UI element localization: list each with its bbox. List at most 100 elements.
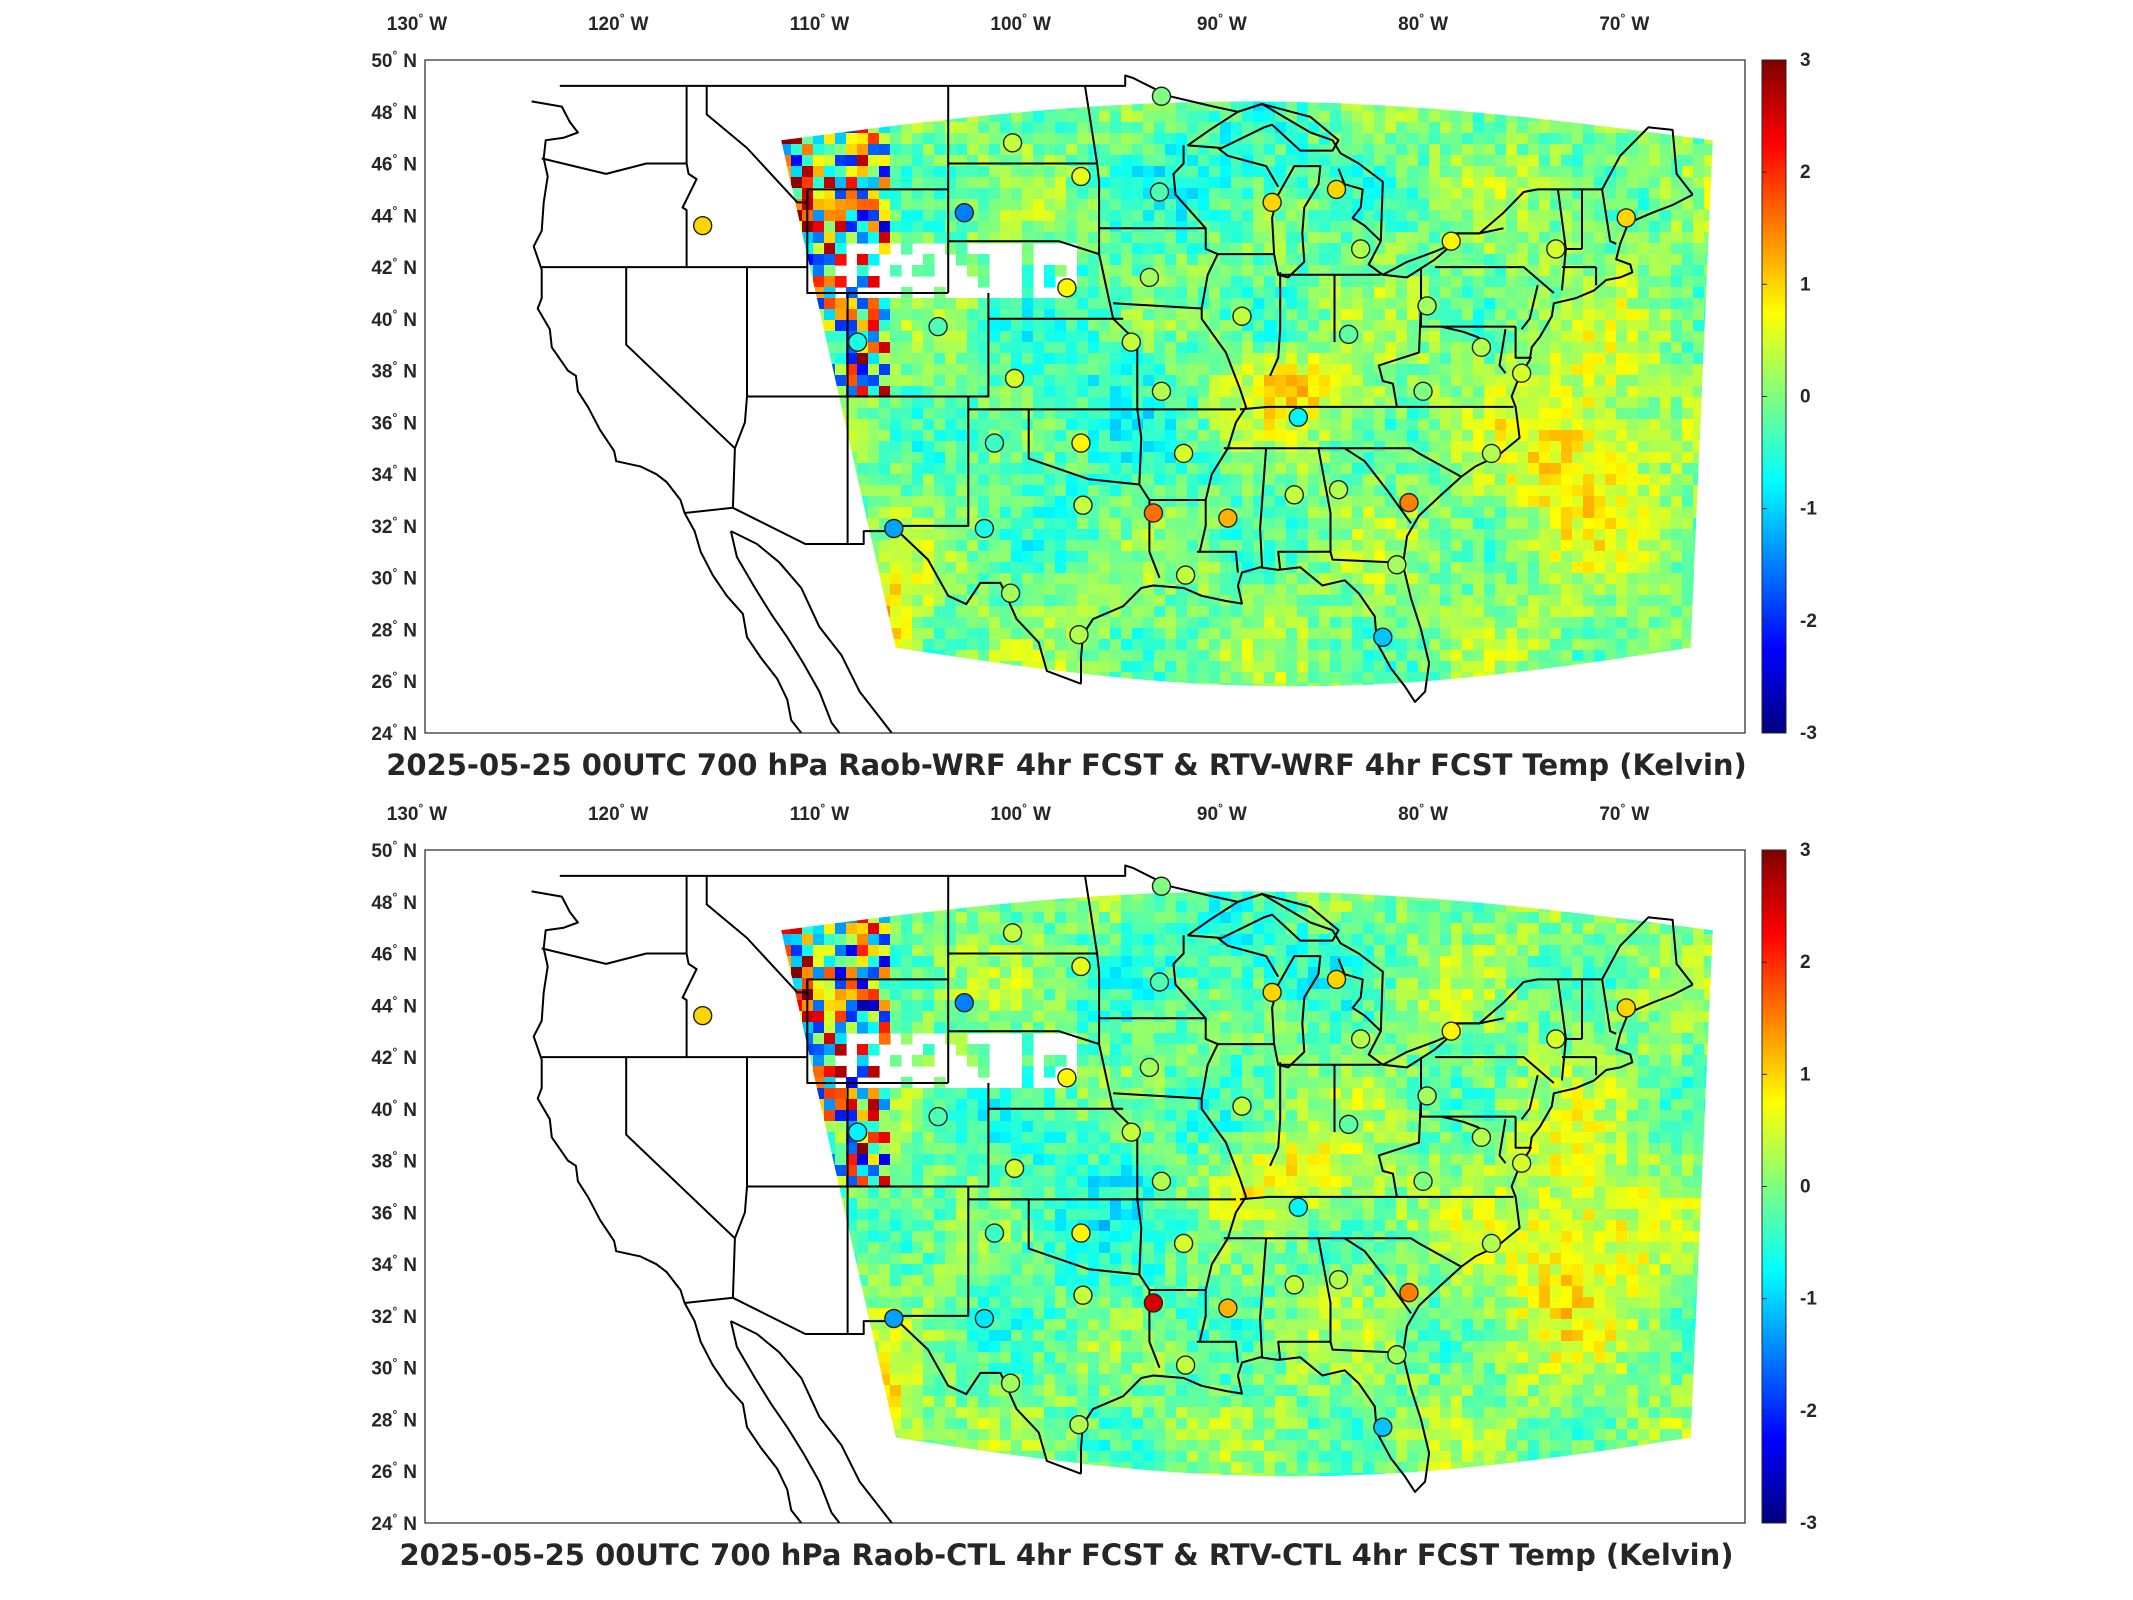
station-marker bbox=[1328, 479, 1349, 500]
station-marker bbox=[1616, 998, 1636, 1018]
longitude-tick-label: 100° W bbox=[990, 11, 1051, 35]
station-marker bbox=[1057, 1068, 1077, 1088]
boundary-line bbox=[625, 1057, 736, 1240]
station-marker bbox=[1151, 876, 1172, 896]
station-marker bbox=[1387, 555, 1407, 575]
station-marker bbox=[1004, 368, 1025, 389]
station-marker bbox=[1218, 508, 1238, 528]
map-panel-ctl: 130° W 120° W 110° W 100° W 90° W 80° W 70° W 50° N 48° N… bbox=[0, 790, 2133, 1580]
station-marker bbox=[1071, 956, 1091, 977]
station-marker bbox=[1471, 337, 1492, 358]
station-marker bbox=[1373, 1417, 1393, 1437]
station-marker bbox=[1218, 1298, 1238, 1318]
station-marker bbox=[884, 518, 904, 539]
station-marker bbox=[847, 332, 868, 352]
station-marker bbox=[1175, 1355, 1196, 1375]
latitude-tick-label: 42° N bbox=[371, 255, 417, 279]
station-marker bbox=[1175, 565, 1196, 585]
boundary-line bbox=[730, 530, 893, 733]
station-marker bbox=[1284, 485, 1304, 505]
boundary-line bbox=[1172, 935, 1247, 1363]
station-marker bbox=[1338, 324, 1359, 345]
boundary-line bbox=[1223, 1237, 1412, 1314]
boundary-line bbox=[531, 100, 803, 733]
boundary-line bbox=[1449, 227, 1504, 235]
station-marker bbox=[1002, 923, 1023, 943]
temperature-field bbox=[781, 101, 1713, 687]
map-figure: 130° W 120° W 110° W 100° W 90° W 80° W 70° W 50° N 48° N… bbox=[371, 801, 1817, 1535]
boundary-line bbox=[895, 293, 990, 527]
colorbar-tick-label: 2 bbox=[1800, 162, 1811, 183]
station-marker bbox=[1481, 443, 1502, 464]
colorbar-tick-label: -1 bbox=[1800, 499, 1817, 520]
boundary-line bbox=[1259, 1238, 1268, 1358]
boundary-lines bbox=[531, 864, 1694, 1523]
boundary-line bbox=[705, 85, 949, 204]
boundary-line bbox=[1269, 1062, 1282, 1167]
latitude-tick-label: 34° N bbox=[371, 1252, 417, 1276]
station-marker bbox=[1326, 179, 1347, 200]
boundary-line bbox=[729, 530, 841, 733]
boundary-line bbox=[1239, 1195, 1514, 1201]
station-marker bbox=[1288, 407, 1308, 427]
boundary-line bbox=[1368, 1033, 1454, 1069]
station-marker bbox=[1616, 208, 1636, 228]
panel-title: 2025-05-25 00UTC 700 hPa Raob-CTL 4hr FC… bbox=[399, 1538, 1734, 1572]
boundary-line bbox=[1113, 1092, 1202, 1100]
station-marker bbox=[1441, 1021, 1461, 1041]
station-marker bbox=[1399, 1282, 1419, 1303]
latitude-labels: 50° N 48° N 46° N 44° N 42° N 40° N 38° N 36° N 34° N 32° N… bbox=[371, 48, 417, 745]
latitude-tick-label: 24° N bbox=[371, 721, 417, 745]
station-marker bbox=[1338, 1114, 1359, 1135]
boundary-line bbox=[1080, 983, 1694, 1493]
boundary-line bbox=[541, 157, 687, 175]
station-marker bbox=[884, 1308, 904, 1329]
station-marker bbox=[974, 1308, 995, 1329]
boundary-line bbox=[1269, 272, 1282, 377]
latitude-tick-label: 44° N bbox=[371, 993, 417, 1017]
latitude-tick-label: 40° N bbox=[371, 1097, 417, 1121]
colorbar-tick-label: 2 bbox=[1800, 952, 1811, 973]
colorbar-tick-label: -3 bbox=[1800, 1513, 1817, 1534]
station-marker bbox=[1350, 1029, 1371, 1049]
boundary-line bbox=[1084, 875, 1143, 1275]
station-marker bbox=[1413, 381, 1433, 402]
colorbar-tick-label: 1 bbox=[1800, 274, 1811, 295]
station-marker bbox=[1000, 583, 1021, 603]
boundary-line bbox=[1420, 267, 1516, 328]
latitude-tick-label: 30° N bbox=[371, 1356, 417, 1380]
latitude-labels: 50° N 48° N 46° N 44° N 42° N 40° N 38° N 36° N 34° N 32° N… bbox=[371, 838, 417, 1535]
longitude-tick-label: 70° W bbox=[1599, 11, 1649, 35]
boundary-line bbox=[1259, 448, 1268, 568]
station-marker bbox=[1149, 182, 1170, 202]
station-marker bbox=[1471, 1127, 1492, 1148]
boundary-line bbox=[1368, 243, 1454, 279]
boundary-lines bbox=[531, 74, 1694, 733]
station-marker bbox=[1284, 1275, 1304, 1295]
colorbar: 3 2 1 0 -1 -2 -3 bbox=[1761, 840, 1817, 1534]
boundary-line bbox=[1514, 1116, 1532, 1149]
station-marker bbox=[1511, 1153, 1532, 1173]
boundary-line bbox=[968, 408, 1151, 501]
colorbar-tick-label: 3 bbox=[1800, 840, 1811, 861]
boundary-line bbox=[1217, 147, 1280, 188]
longitude-tick-label: 120° W bbox=[588, 11, 649, 35]
colorbar-tick-label: -2 bbox=[1800, 611, 1817, 632]
boundary-line bbox=[1344, 1237, 1462, 1268]
station-marker bbox=[1399, 492, 1419, 513]
latitude-tick-label: 26° N bbox=[371, 1459, 417, 1483]
latitude-tick-label: 42° N bbox=[371, 1045, 417, 1069]
station-marker bbox=[1149, 972, 1170, 992]
longitude-tick-label: 110° W bbox=[790, 11, 849, 35]
station-marker bbox=[1232, 306, 1252, 326]
longitude-tick-label: 70° W bbox=[1599, 801, 1649, 825]
station-marker bbox=[847, 1122, 868, 1142]
colorbar-tick-label: 0 bbox=[1800, 1177, 1811, 1198]
station-marker bbox=[1173, 443, 1194, 464]
latitude-tick-label: 28° N bbox=[371, 617, 417, 641]
boundary-line bbox=[1420, 1057, 1516, 1118]
station-marker bbox=[1057, 278, 1077, 298]
latitude-tick-label: 32° N bbox=[371, 514, 417, 538]
longitude-tick-label: 110° W bbox=[790, 801, 849, 825]
station-marker bbox=[1387, 1345, 1407, 1365]
